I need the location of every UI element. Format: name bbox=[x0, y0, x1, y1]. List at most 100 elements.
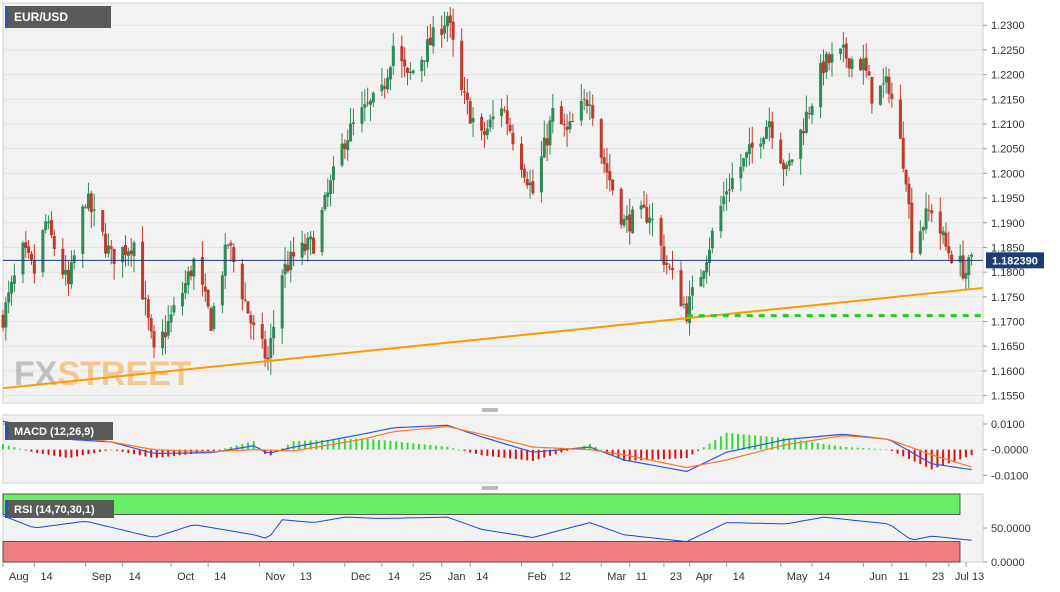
rsi-y-tick-label: 50.0000 bbox=[991, 523, 1031, 535]
price-y-tick-label: 1.2300 bbox=[991, 20, 1025, 32]
candle-body bbox=[383, 86, 387, 89]
candle-body bbox=[531, 181, 535, 194]
macd-hist-bar bbox=[497, 449, 500, 458]
price-y-tick-label: 1.1650 bbox=[991, 341, 1025, 353]
macd-hist-bar bbox=[554, 449, 557, 455]
candle-body bbox=[312, 237, 316, 254]
candle-body bbox=[750, 142, 754, 148]
macd-hist-bar bbox=[150, 449, 153, 458]
candle-body bbox=[61, 248, 65, 275]
candle-body bbox=[161, 331, 165, 349]
candle-body bbox=[579, 101, 583, 121]
macd-label-badge[interactable] bbox=[8, 422, 113, 440]
candle-body bbox=[799, 129, 803, 159]
candle-body bbox=[967, 257, 971, 276]
macd-hist-bar bbox=[58, 449, 61, 457]
candle-body bbox=[719, 205, 723, 232]
candle-body bbox=[927, 210, 931, 212]
candle-body bbox=[166, 321, 170, 336]
candle-body bbox=[320, 209, 324, 253]
x-axis-label: Jul bbox=[955, 571, 969, 583]
candle-body bbox=[306, 237, 310, 250]
candle-body bbox=[52, 236, 56, 249]
candle-body bbox=[745, 152, 749, 158]
macd-hist-bar bbox=[566, 449, 569, 451]
macd-hist-bar bbox=[702, 447, 705, 450]
macd-hist-bar bbox=[668, 449, 671, 459]
x-axis-label: Feb bbox=[527, 571, 546, 583]
candle-body bbox=[884, 76, 888, 83]
candle-body bbox=[425, 39, 429, 63]
macd-hist-bar bbox=[463, 449, 466, 452]
macd-hist-bar bbox=[93, 449, 96, 454]
x-axis-label: 11 bbox=[636, 571, 647, 583]
pane-resize-handle-2[interactable] bbox=[482, 486, 498, 490]
candle-body bbox=[608, 171, 612, 181]
candle-body bbox=[232, 247, 236, 263]
pane-resize-handle-1[interactable] bbox=[482, 408, 498, 412]
rsi-line bbox=[2, 515, 972, 543]
candle-body bbox=[101, 210, 105, 232]
candle-body bbox=[141, 241, 145, 300]
price-y-axis: 1.2300 1.2250 1.2200 1.2150 1.2100 1.2050 1.20… bbox=[983, 20, 1025, 403]
macd-hist-bar bbox=[725, 432, 728, 450]
candle-body bbox=[542, 137, 546, 158]
macd-hist-bar bbox=[423, 444, 426, 450]
candle-body bbox=[562, 124, 566, 126]
candle-body bbox=[21, 242, 25, 275]
macd-line bbox=[2, 420, 972, 473]
x-axis-label: Jan bbox=[448, 571, 466, 583]
candle-body bbox=[445, 16, 449, 27]
candle-body bbox=[668, 266, 672, 268]
candle-body bbox=[106, 245, 110, 254]
price-y-tick-label: 1.1900 bbox=[991, 218, 1025, 230]
macd-hist-bar bbox=[731, 433, 734, 450]
candle-body bbox=[739, 167, 743, 179]
macd-hist-bar bbox=[862, 448, 865, 450]
candle-body bbox=[559, 106, 563, 125]
rsi-label-badge[interactable] bbox=[8, 500, 114, 518]
candle-body bbox=[824, 53, 828, 73]
symbol-badge[interactable] bbox=[8, 6, 111, 28]
price-plot-background bbox=[2, 2, 984, 404]
candle-body bbox=[1, 314, 5, 328]
macd-y-tick-label: -0.0000 bbox=[991, 445, 1028, 457]
candle-body bbox=[69, 262, 73, 285]
x-axis-label: 13 bbox=[972, 571, 984, 583]
x-axis-label: Oct bbox=[177, 571, 194, 583]
macd-hist-bar bbox=[372, 439, 375, 450]
macd-hist-bar bbox=[776, 437, 779, 450]
candle-body bbox=[710, 230, 714, 249]
macd-hist-bar bbox=[531, 449, 534, 461]
candle-body bbox=[406, 67, 410, 73]
candle-body bbox=[642, 204, 646, 208]
macd-hist-bar bbox=[474, 449, 477, 454]
macd-hist-bar bbox=[224, 448, 227, 450]
macd-hist-bar bbox=[913, 449, 916, 462]
candle-body bbox=[303, 243, 307, 252]
macd-hist-bar bbox=[890, 449, 893, 451]
candle-body bbox=[64, 269, 68, 275]
candle-body bbox=[363, 104, 367, 108]
macd-hist-bar bbox=[942, 449, 945, 466]
macd-hist-bar bbox=[110, 449, 113, 451]
candle-body bbox=[349, 123, 353, 142]
macd-hist-bar bbox=[930, 449, 933, 470]
x-axis-label: 14 bbox=[388, 571, 400, 583]
macd-hist-bar bbox=[452, 448, 455, 450]
candle-body bbox=[351, 122, 355, 124]
candle-body bbox=[938, 211, 942, 234]
candle-body bbox=[861, 58, 865, 71]
candle-body bbox=[611, 179, 615, 191]
candle-body bbox=[203, 286, 207, 292]
candle-body bbox=[72, 255, 76, 263]
candle-body bbox=[44, 221, 48, 230]
macd-hist-bar bbox=[594, 446, 597, 450]
fxstreet-watermark: FXSTREET bbox=[14, 355, 192, 393]
macd-hist-bar bbox=[41, 449, 44, 454]
candle-body bbox=[958, 255, 962, 263]
price-y-tick-label: 1.1600 bbox=[991, 366, 1025, 378]
candle-body bbox=[283, 263, 287, 275]
macd-hist-bar bbox=[828, 444, 831, 450]
price-y-tick-label: 1.2100 bbox=[991, 119, 1025, 131]
